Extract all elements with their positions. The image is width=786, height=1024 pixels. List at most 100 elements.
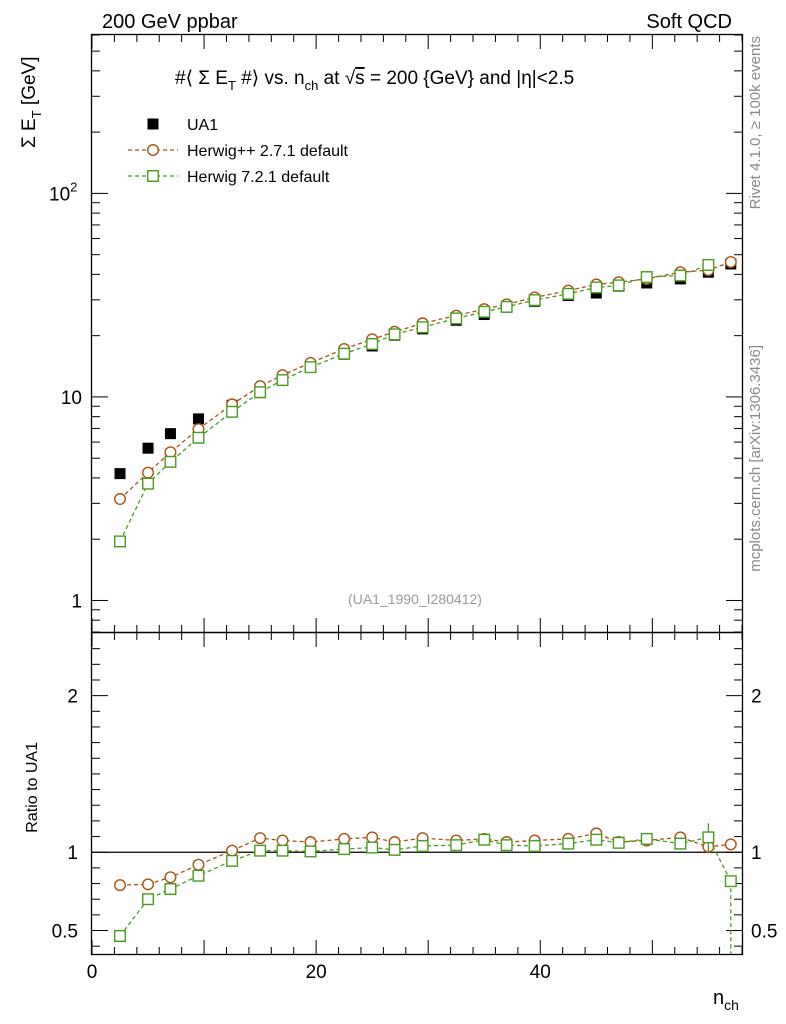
- herwig7-ratio-point: [702, 831, 715, 844]
- herwig7-ratio-point: [450, 839, 463, 852]
- rivet-version-label: Rivet 4.1.0, ≥ 100k events: [747, 36, 764, 209]
- analysis-id-label: (UA1_1990_I280412): [348, 591, 482, 607]
- ua1-data-point: [114, 468, 126, 480]
- ua1-data-point: [192, 413, 204, 425]
- herwig7-ratio-point: [276, 844, 289, 857]
- herwigpp-main-point: [724, 256, 737, 269]
- legend-marker: [146, 143, 159, 156]
- legend-label: Herwig 7.2.1 default: [187, 169, 330, 186]
- ratio-y-tick-label-right: 2: [751, 687, 762, 708]
- herwig7-main-point: [142, 477, 155, 490]
- herwig7-ratio-point: [528, 839, 541, 852]
- legend-marker: [147, 118, 159, 130]
- herwig7-ratio-point: [674, 837, 687, 850]
- herwig7-ratio-point: [388, 843, 401, 856]
- herwig7-main-point: [164, 455, 177, 468]
- herwig7-main-point: [674, 269, 687, 282]
- herwigpp-ratio-point: [276, 834, 289, 847]
- legend: UA1 Herwig++ 2.7.1 default Herwig 7.2.1 de…: [128, 117, 349, 186]
- herwig7-main-line: [119, 264, 709, 542]
- herwig7-ratio-point: [612, 836, 625, 849]
- herwig7-main-point: [450, 312, 463, 325]
- y-tick-label: 1: [71, 591, 82, 612]
- herwig7-ratio-point: [114, 929, 127, 942]
- herwig7-ratio-point: [304, 845, 317, 858]
- ua1-data-point: [142, 442, 154, 454]
- ua1-data-point: [164, 428, 176, 440]
- herwigpp-ratio-point: [142, 878, 155, 891]
- x-tick-label: 40: [530, 962, 551, 983]
- herwigpp-ratio-point: [366, 831, 379, 844]
- herwig7-ratio-point: [142, 893, 155, 906]
- herwig7-main-point: [478, 305, 491, 318]
- x-tick-label: 0: [87, 962, 98, 983]
- x-axis-label: nch: [713, 987, 739, 1013]
- plot-title: #⟨ Σ ET #⟩ vs. nch at √s = 200 {GeV} and…: [175, 68, 574, 93]
- herwig7-main-point: [366, 337, 379, 350]
- herwig7-main-point: [500, 300, 513, 313]
- legend-label: Herwig++ 2.7.1 default: [187, 143, 349, 160]
- herwig7-ratio-point: [254, 844, 267, 857]
- herwigpp-ratio-point: [114, 879, 127, 892]
- herwig7-main-point: [338, 347, 351, 360]
- ratio-y-tick-label-right: 1: [751, 843, 762, 864]
- herwig7-main-point: [612, 279, 625, 292]
- herwig7-main-point: [276, 374, 289, 387]
- herwig7-main-point: [192, 431, 205, 444]
- herwig7-main-point: [226, 405, 239, 418]
- mcplots-label: mcplots.cern.ch [arXiv:1306.3436]: [747, 345, 764, 572]
- herwigpp-ratio-point: [254, 832, 267, 845]
- herwig7-main-point: [388, 328, 401, 341]
- herwig7-main-point: [590, 281, 603, 294]
- herwig7-ratio-point: [478, 833, 491, 846]
- herwig7-main-point: [702, 258, 715, 271]
- herwigpp-ratio-point: [164, 871, 177, 884]
- legend-label: UA1: [187, 117, 218, 134]
- main-plot-marks: [114, 256, 737, 548]
- herwig7-ratio-point: [192, 869, 205, 882]
- x-tick-label: 20: [306, 962, 327, 983]
- herwig7-main-point: [640, 271, 653, 284]
- herwigpp-main-point: [114, 493, 127, 506]
- ratio-y-tick-label-right: 0.5: [751, 922, 777, 943]
- ratio-y-tick-label: 2: [67, 687, 78, 708]
- herwig7-main-point: [562, 287, 575, 300]
- herwig7-ratio-point: [590, 833, 603, 846]
- header-category-label: Soft QCD: [646, 11, 732, 33]
- herwig7-main-point: [416, 321, 429, 334]
- herwig7-ratio-point: [640, 832, 653, 845]
- herwig7-main-point: [304, 361, 317, 374]
- ratio-y-tick-label: 0.5: [52, 922, 78, 943]
- herwigpp-main-point: [142, 466, 155, 479]
- herwig7-ratio-point: [366, 841, 379, 854]
- herwigpp-ratio-line: [119, 832, 731, 886]
- herwig7-main-point: [254, 386, 267, 399]
- main-y-axis-label: Σ ET [GeV]: [19, 56, 44, 148]
- ratio-y-tick-label: 1: [67, 843, 78, 864]
- ratio-plot-frame: [90, 631, 744, 956]
- herwigpp-main-line: [119, 261, 732, 500]
- herwigpp-ratio-point: [724, 838, 737, 851]
- ratio-plot-marks: [92, 823, 742, 954]
- herwig7-main-point: [114, 535, 127, 548]
- herwig7-ratio-point: [562, 837, 575, 850]
- y-tick-label: 10: [61, 388, 82, 409]
- legend-marker: [146, 169, 159, 182]
- ratio-axis-ticks: [91, 633, 743, 954]
- y-tick-label: 102: [49, 179, 77, 205]
- header-energy-label: 200 GeV ppbar: [102, 11, 238, 33]
- herwig7-ratio-point: [164, 883, 177, 896]
- herwig7-ratio-point: [226, 854, 239, 867]
- herwig7-ratio-point: [724, 875, 737, 888]
- herwigpp-ratio-point: [192, 858, 205, 871]
- herwig7-ratio-point: [416, 839, 429, 852]
- ratio-y-axis-label: Ratio to UA1: [24, 742, 41, 833]
- herwigpp-ratio-point: [338, 832, 351, 845]
- herwig7-ratio-point: [500, 839, 513, 852]
- main-axis-ticks: [91, 34, 743, 633]
- herwig7-ratio-point: [338, 843, 351, 856]
- herwigpp-ratio-point: [226, 844, 239, 857]
- herwig7-main-point: [528, 294, 541, 307]
